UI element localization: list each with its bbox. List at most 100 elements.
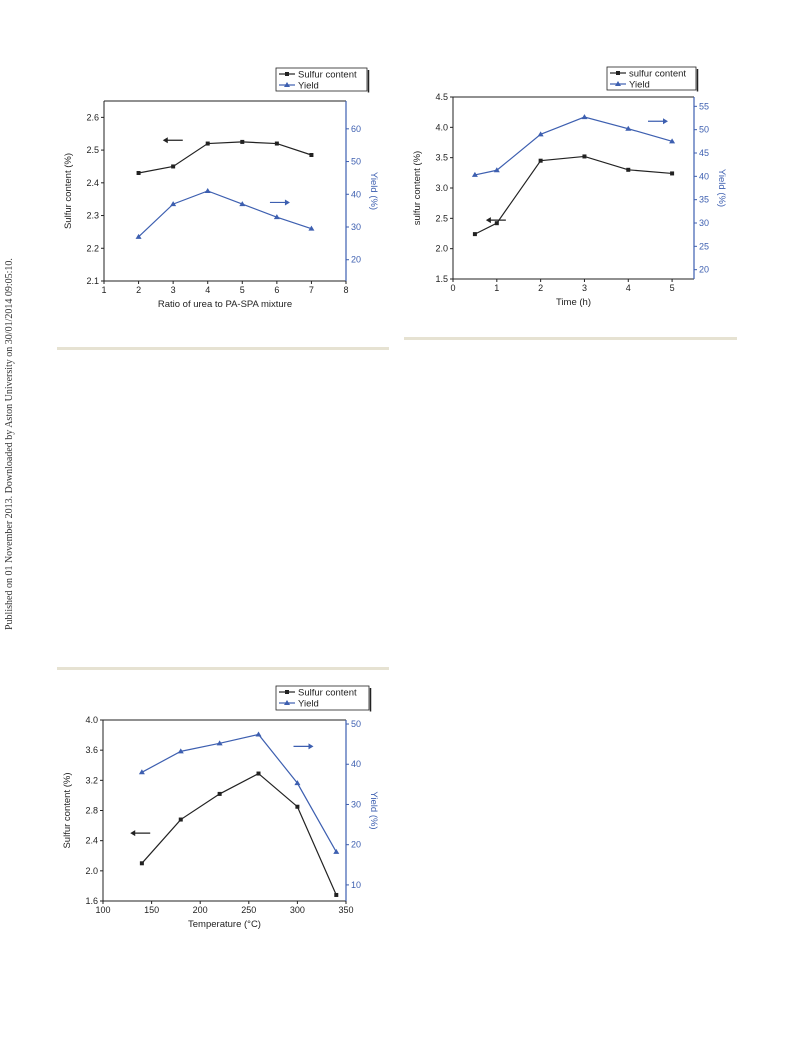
data-point — [494, 221, 499, 226]
data-point — [581, 114, 588, 120]
data-point — [273, 214, 280, 220]
x-tick-label: 200 — [193, 905, 208, 915]
legend-swatch-marker — [285, 690, 289, 694]
data-point — [240, 139, 245, 144]
legend-swatch-marker — [285, 72, 289, 76]
y2-tick-label: 50 — [699, 125, 709, 135]
x-tick-label: 7 — [309, 285, 314, 295]
y-tick-label: 2.6 — [86, 112, 99, 122]
legend-swatch-marker — [284, 700, 290, 705]
y2-axis-label: Yield (%) — [716, 169, 727, 207]
legend-swatch-marker — [284, 82, 290, 87]
y-tick-label: 2.8 — [85, 806, 98, 816]
y-axis-label: sulfur content (%) — [412, 151, 423, 225]
x-tick-label: 2 — [136, 285, 141, 295]
data-point — [216, 740, 223, 746]
x-tick-label: 6 — [274, 285, 279, 295]
y2-tick-label: 10 — [351, 880, 361, 890]
data-point — [136, 171, 141, 175]
data-point — [537, 131, 544, 137]
data-point — [177, 748, 184, 754]
data-point — [294, 780, 301, 786]
legend-label: sulfur content — [629, 69, 686, 80]
x-tick-label: 100 — [95, 905, 110, 915]
y-tick-label: 2.3 — [86, 211, 99, 221]
legend-box — [275, 67, 368, 92]
y2-tick-label: 35 — [699, 195, 709, 205]
y-tick-label: 3.5 — [435, 153, 448, 163]
legend-box — [275, 685, 370, 711]
x-tick-label: 1 — [494, 283, 499, 293]
axis-arrow-left-head — [162, 137, 168, 144]
data-point — [334, 892, 339, 897]
y2-tick-label: 55 — [699, 101, 709, 111]
y2-tick-label: 20 — [351, 840, 361, 850]
x-tick-label: 5 — [240, 285, 245, 295]
y-tick-label: 3.2 — [85, 775, 98, 785]
data-point — [138, 769, 145, 775]
x-tick-label: 150 — [144, 905, 159, 915]
data-point — [135, 233, 142, 239]
axis-arrow-left-head — [485, 217, 491, 224]
y2-tick-label: 60 — [351, 124, 361, 134]
y2-tick-label: 50 — [351, 719, 361, 729]
series-line-yield — [141, 733, 337, 853]
y-axis-label: Sulfur content (%) — [63, 153, 74, 229]
axis-arrow-right-head — [308, 743, 314, 750]
chart-urea-ratio: 1 2 3 4 5 6 7 8 2.1 2.2 2.3 2.4 2.5 2.6 20 30 40 50 60 Rati… — [63, 67, 379, 310]
x-tick-label: 5 — [670, 283, 675, 293]
x-axis-label: Time (h) — [556, 297, 591, 308]
y-tick-label: 2.5 — [86, 145, 99, 155]
y-tick-label: 2.0 — [85, 866, 98, 876]
series-line-sulfur-content — [474, 155, 673, 235]
axis-arrow-right-head — [284, 199, 290, 206]
y2-axis-label: Yield (%) — [368, 172, 379, 210]
x-tick-label: 4 — [205, 285, 210, 295]
chart-reaction-time: 0 1 2 3 4 51.52.02.53.03.54.04.52025303540455… — [412, 66, 727, 308]
data-point — [295, 804, 300, 809]
x-tick-label: 0 — [450, 283, 455, 293]
data-point — [333, 848, 340, 854]
y-tick-label: 3.6 — [85, 745, 98, 755]
y-tick-label: 1.5 — [435, 274, 448, 284]
data-point — [308, 225, 315, 231]
y2-tick-label: 20 — [699, 265, 709, 275]
data-point — [256, 771, 261, 776]
data-point — [139, 861, 144, 866]
x-tick-label: 1 — [101, 285, 106, 295]
x-tick-label: 8 — [343, 285, 348, 295]
legend-label: Sulfur content — [298, 70, 357, 81]
y2-tick-label: 40 — [351, 759, 361, 769]
legend-box — [606, 66, 697, 91]
y-tick-label: 2.0 — [435, 244, 448, 254]
y-tick-label: 4.0 — [85, 715, 98, 725]
x-tick-label: 4 — [626, 283, 631, 293]
axis-arrow-left-head — [130, 830, 136, 837]
data-point — [626, 167, 631, 172]
data-point — [670, 171, 675, 176]
x-tick-label: 3 — [582, 283, 587, 293]
y2-axis-label: Yield (%) — [368, 791, 379, 829]
legend-label: Yield — [298, 699, 319, 710]
y2-tick-label: 40 — [351, 189, 361, 199]
series-line-yield — [138, 190, 312, 238]
separator-rule-1 — [57, 347, 389, 350]
separator-rule-3 — [57, 667, 389, 670]
y-tick-label: 2.4 — [86, 178, 99, 188]
x-tick-label: 2 — [538, 283, 543, 293]
data-point — [171, 164, 176, 169]
y-tick-label: 1.6 — [85, 896, 98, 906]
y2-tick-label: 45 — [699, 148, 709, 158]
x-tick-label: 350 — [338, 905, 353, 915]
axis-arrow-right-head — [662, 118, 668, 125]
x-axis-label: Temperature (°C) — [188, 919, 261, 930]
data-point — [493, 167, 500, 173]
data-point — [217, 791, 222, 796]
series-line-sulfur-content — [141, 772, 337, 896]
legend-label: Yield — [629, 80, 650, 91]
x-axis-label: Ratio of urea to PA-SPA mixture — [158, 299, 292, 310]
separator-rule-2 — [404, 337, 737, 340]
y2-tick-label: 30 — [351, 799, 361, 809]
